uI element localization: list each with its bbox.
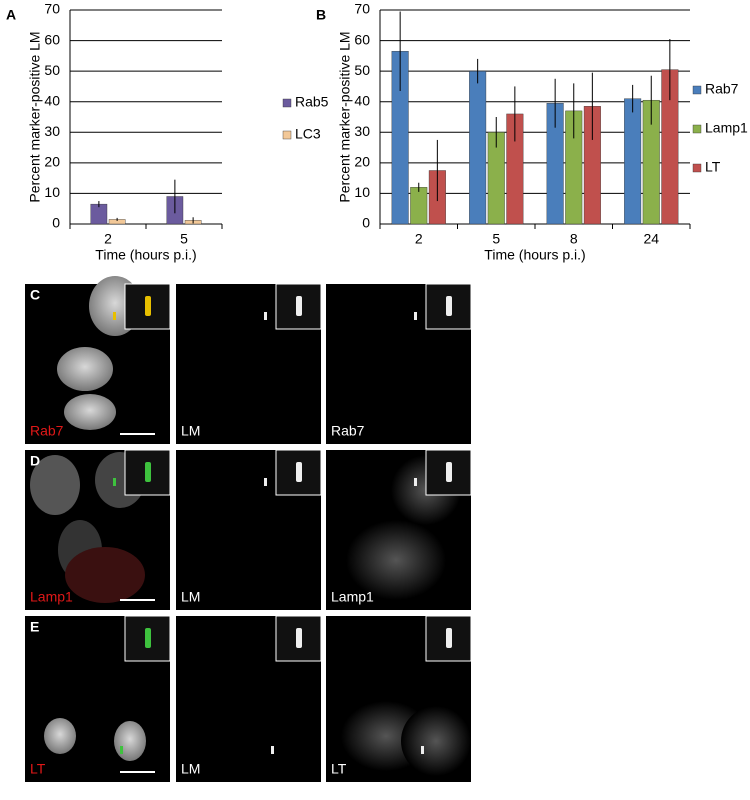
signal (113, 312, 116, 320)
y-tick-label: 0 (52, 215, 60, 231)
cell (57, 347, 113, 391)
x-axis-title: Time (hours p.i.) (484, 247, 585, 263)
channel-label: LM (181, 589, 200, 605)
inset-signal (145, 462, 151, 482)
cell (30, 455, 80, 515)
channel-label: Lamp1 (30, 589, 73, 605)
legend-swatch (692, 163, 702, 173)
inset-signal (446, 296, 452, 316)
cell (114, 721, 146, 761)
signal (120, 746, 123, 754)
legend-label: LC3 (295, 126, 321, 142)
channel-label: LT (331, 761, 347, 777)
legend-label: Lamp1 (705, 120, 748, 136)
y-tick-label: 60 (354, 31, 370, 47)
signal (271, 746, 274, 754)
x-tick-label: 5 (492, 231, 500, 247)
signal (421, 746, 424, 754)
x-tick-label: 2 (104, 231, 112, 247)
x-tick-label: 2 (415, 231, 423, 247)
y-tick-label: 50 (44, 62, 60, 78)
legend-label: Rab5 (295, 94, 329, 110)
x-tick-label: 5 (180, 231, 188, 247)
y-tick-label: 30 (44, 123, 60, 139)
inset-signal (446, 462, 452, 482)
signal (264, 312, 267, 320)
y-tick-label: 20 (44, 154, 60, 170)
legend-label: LT (705, 159, 721, 175)
y-tick-label: 10 (44, 184, 60, 200)
y-axis-title: Percent marker-positive LM (337, 31, 353, 202)
y-tick-label: 70 (354, 1, 370, 17)
panel-label: D (30, 453, 40, 469)
bar (469, 70, 487, 225)
y-tick-label: 0 (362, 215, 370, 231)
panel-label: B (316, 7, 326, 23)
signal (113, 478, 116, 486)
legend-swatch (692, 85, 702, 95)
y-axis-title: Percent marker-positive LM (27, 31, 43, 202)
y-tick-label: 40 (354, 92, 370, 108)
cell (44, 718, 76, 754)
cell (346, 520, 446, 600)
y-tick-label: 40 (44, 92, 60, 108)
y-tick-label: 20 (354, 154, 370, 170)
channel-label: LM (181, 423, 200, 439)
inset-signal (296, 296, 302, 316)
channel-label: Rab7 (331, 423, 365, 439)
y-tick-label: 10 (354, 184, 370, 200)
x-tick-label: 8 (570, 231, 578, 247)
x-axis-title: Time (hours p.i.) (95, 247, 196, 263)
legend-swatch (282, 130, 292, 140)
channel-label: Rab7 (30, 423, 64, 439)
y-tick-label: 70 (44, 1, 60, 17)
bar (624, 98, 642, 225)
channel-label: LT (30, 761, 46, 777)
y-tick-label: 50 (354, 62, 370, 78)
inset-signal (296, 462, 302, 482)
signal (414, 312, 417, 320)
channel-label: LM (181, 761, 200, 777)
y-tick-label: 60 (44, 31, 60, 47)
inset-signal (145, 628, 151, 648)
x-tick-label: 24 (643, 231, 659, 247)
y-tick-label: 30 (354, 123, 370, 139)
cell (64, 394, 116, 430)
legend-label: Rab7 (705, 81, 739, 97)
panel-label: E (30, 619, 39, 635)
panel-label: C (30, 287, 40, 303)
cell (65, 547, 145, 603)
signal (414, 478, 417, 486)
bar (410, 187, 428, 225)
cell (401, 706, 471, 776)
inset-signal (145, 296, 151, 316)
inset-signal (446, 628, 452, 648)
legend-swatch (692, 124, 702, 134)
panel-label: A (6, 7, 16, 23)
inset-signal (296, 628, 302, 648)
channel-label: Lamp1 (331, 589, 374, 605)
signal (264, 478, 267, 486)
legend-swatch (282, 98, 292, 108)
